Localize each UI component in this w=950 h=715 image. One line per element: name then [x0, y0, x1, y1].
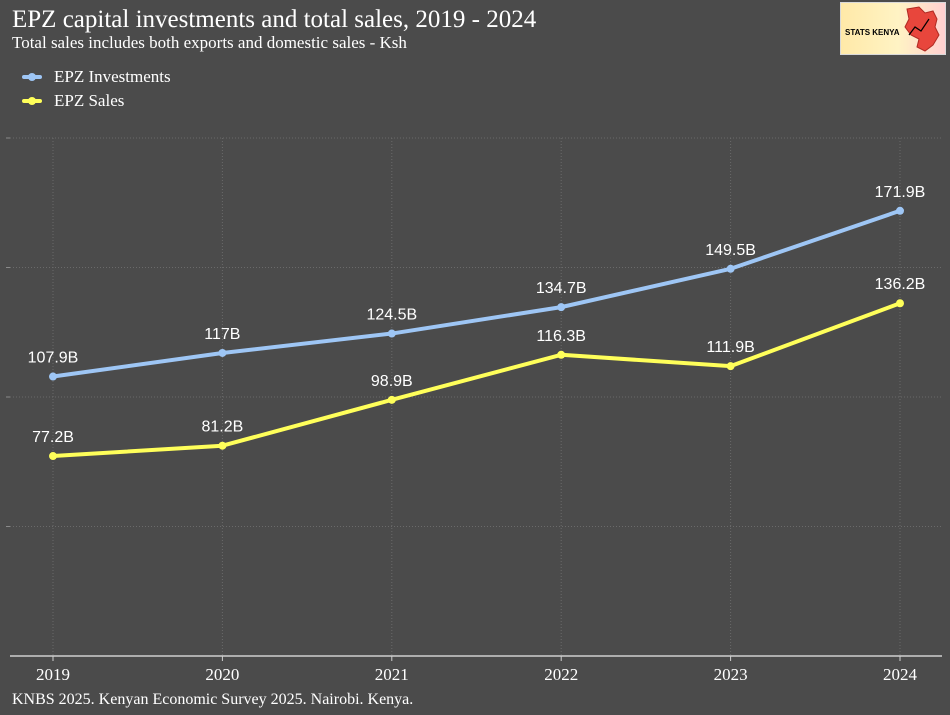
data-point — [896, 206, 904, 215]
legend-swatch-sales — [22, 97, 42, 105]
data-point — [49, 372, 57, 381]
data-label: 107.9B — [28, 350, 79, 367]
x-tick-label: 2023 — [714, 665, 748, 684]
data-label: 116.3B — [536, 328, 586, 345]
source-note: KNBS 2025. Kenyan Economic Survey 2025. … — [12, 691, 414, 708]
legend-swatch-investments — [22, 73, 42, 81]
series-line-epz-investments — [51, 208, 902, 379]
stats-kenya-logo: STATS KENYA — [840, 2, 946, 55]
data-label: 149.5B — [705, 242, 756, 259]
x-tick-label: 2022 — [544, 665, 578, 684]
data-label: 171.9B — [875, 184, 926, 201]
data-labels: 107.9B 117B 124.5B 134.7B 149.5B 171.9B 77.2B 8… — [28, 184, 926, 446]
chart-title: EPZ capital investments and total sales,… — [12, 6, 537, 33]
legend-item-epz-sales: EPZ Sales — [22, 91, 124, 111]
legend-item-epz-investments: EPZ Investments — [22, 67, 171, 87]
data-label: 98.9B — [371, 373, 413, 390]
chart-subtitle: Total sales includes both exports and do… — [12, 33, 407, 52]
logo-text: STATS KENYA — [845, 28, 900, 37]
x-tick-label: 2019 — [36, 665, 70, 684]
x-tick-label: 2021 — [375, 665, 409, 684]
data-label: 81.2B — [201, 419, 243, 436]
data-label: 117B — [204, 326, 240, 343]
data-point — [387, 395, 396, 404]
data-point — [557, 350, 566, 359]
data-label: 134.7B — [536, 280, 587, 297]
x-tick-label: 2024 — [883, 665, 918, 684]
data-point — [218, 348, 227, 357]
data-label: 111.9B — [706, 339, 754, 356]
data-point — [557, 303, 566, 312]
legend-label-sales: EPZ Sales — [54, 91, 125, 110]
data-point — [896, 299, 904, 308]
chart-series — [49, 206, 904, 461]
data-point — [218, 441, 227, 450]
series-line-epz-sales — [51, 301, 902, 459]
data-label: 136.2B — [875, 276, 926, 293]
x-axis: 2019 2020 2021 2022 2023 2024 — [10, 655, 942, 684]
chart-grid — [6, 137, 942, 656]
data-label: 124.5B — [366, 307, 417, 324]
data-label: 77.2B — [32, 429, 74, 446]
data-point — [387, 329, 396, 338]
legend-label-investments: EPZ Investments — [54, 67, 171, 86]
kenya-map-icon — [904, 6, 940, 52]
x-tick-label: 2020 — [205, 665, 239, 684]
data-point — [49, 452, 57, 461]
data-point — [726, 264, 735, 273]
data-point — [726, 362, 735, 371]
